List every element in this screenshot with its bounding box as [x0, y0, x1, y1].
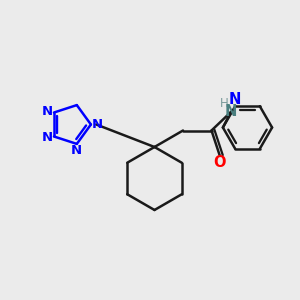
Text: N: N: [92, 118, 103, 131]
Text: N: N: [71, 144, 82, 157]
Text: N: N: [228, 92, 241, 107]
Text: N: N: [42, 131, 53, 145]
Text: N: N: [42, 104, 53, 118]
Text: O: O: [214, 155, 226, 170]
Text: N: N: [225, 104, 237, 119]
Text: H: H: [220, 97, 229, 110]
